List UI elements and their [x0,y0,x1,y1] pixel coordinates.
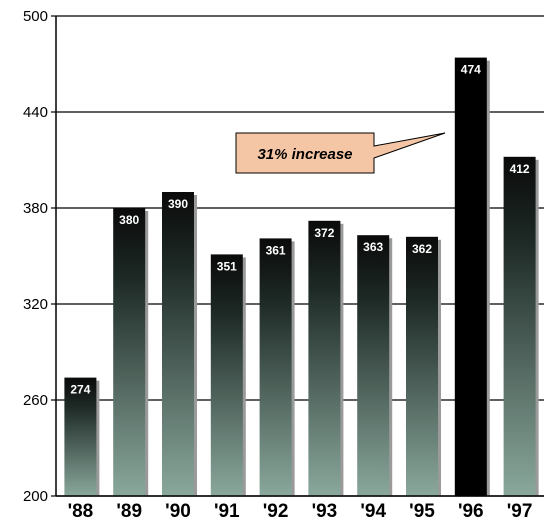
bar-value-label: 380 [119,213,139,227]
callout-box [235,132,446,174]
x-tick-label: '92 [263,501,289,522]
x-tick-label: '96 [458,501,484,522]
bar [113,208,146,496]
y-tick-label: 260 [23,392,48,409]
annotation-callout: 31% increase [235,132,446,174]
x-tick-label: '91 [214,501,240,522]
y-tick-label: 440 [23,104,48,121]
bar [210,254,243,496]
bar [357,235,390,496]
bar-value-label: 351 [217,259,237,273]
bar [259,238,292,496]
x-tick-label: '89 [116,501,142,522]
bar [503,156,536,497]
bar [308,220,341,497]
bar-value-label: 361 [266,243,286,257]
bar [162,192,194,496]
bar-value-label: 474 [461,63,481,77]
bar [406,236,438,497]
bar-value-label: 363 [363,240,383,254]
y-tick-label: 320 [23,296,48,313]
x-tick-label: '88 [68,501,94,522]
bar-value-label: 274 [70,383,90,397]
y-axis-ticks: 200 260 320 380 440 500 [23,8,56,505]
x-tick-label: '90 [165,501,191,522]
bars: 274 380 390 351 361 372 363 362 474 412 [64,57,539,497]
x-tick-label: '97 [507,501,533,522]
y-tick-label: 380 [23,200,48,217]
x-axis-ticks: '88 '89 '90 '91 '92 '93 '94 '95 '96 '97 [68,501,533,522]
bar-value-label: 390 [168,197,188,211]
bar [64,377,97,496]
bar-value-label: 362 [412,242,432,256]
bar-value-label: 412 [510,162,530,176]
bar [454,57,487,496]
y-tick-label: 500 [23,8,48,25]
axes [55,16,544,497]
x-tick-label: '93 [312,501,338,522]
bar-value-label: 372 [314,226,334,240]
x-tick-label: '94 [360,501,386,522]
y-tick-label: 200 [23,488,48,505]
x-tick-label: '95 [409,501,435,522]
callout-text: 31% increase [257,146,352,163]
